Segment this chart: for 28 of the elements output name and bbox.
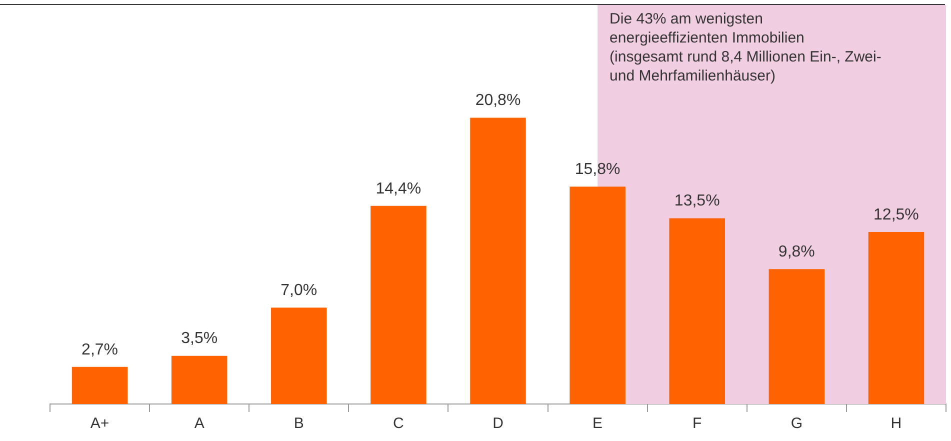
data-label: 3,5%	[181, 330, 218, 348]
x-tick-label: D	[492, 415, 504, 432]
data-label: 13,5%	[674, 192, 720, 210]
bar	[768, 269, 825, 404]
bar	[171, 356, 228, 404]
bar	[271, 308, 327, 404]
data-label: 2,7%	[82, 341, 118, 358]
x-tick-label: E	[592, 415, 603, 432]
bar	[570, 186, 626, 404]
data-label: 7,0%	[280, 282, 318, 300]
x-tick-label: B	[294, 415, 304, 432]
x-tick-label: F	[692, 415, 702, 432]
bar	[470, 118, 526, 404]
x-tick-label: C	[393, 415, 404, 432]
band-label: Die 43% am wenigsten energieeffizienten Immobilien (insgesamt rund 8,4 Millionen Ein-, Zwei- und Mehrfamilienhäuser)	[610, 10, 882, 85]
x-tick-label: A	[194, 415, 204, 432]
data-label: 20,8%	[475, 92, 521, 110]
x-tick-label: A+	[90, 415, 110, 432]
bar	[370, 206, 426, 404]
data-label: 9,8%	[778, 244, 815, 261]
x-tick-label: G	[790, 415, 803, 432]
data-label: 12,5%	[874, 206, 919, 224]
bar	[669, 218, 725, 404]
data-label: 14,4%	[376, 180, 422, 198]
data-label: 15,8%	[574, 161, 620, 178]
bar	[72, 366, 128, 404]
x-tick-label: H	[890, 415, 902, 432]
bar	[868, 232, 924, 404]
